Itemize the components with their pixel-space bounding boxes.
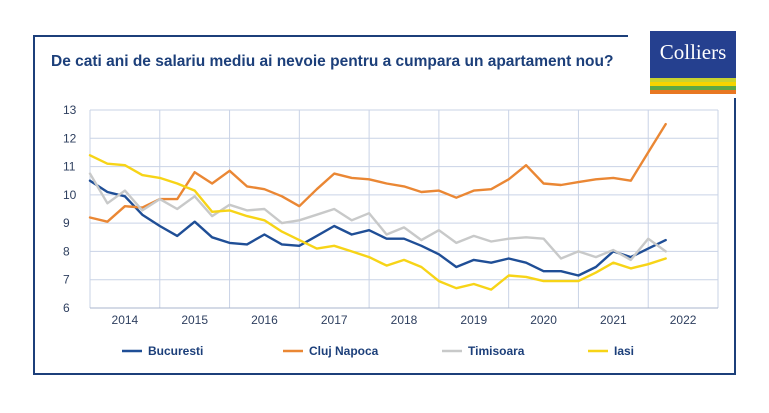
logo-stripe: [650, 90, 736, 94]
card-border-left: [33, 35, 35, 375]
logo-stripes: [650, 78, 736, 94]
x-tick-label: 2019: [460, 313, 487, 327]
x-tick-label: 2018: [391, 313, 418, 327]
card-border-right: [734, 98, 736, 375]
x-tick-label: 2014: [112, 313, 139, 327]
legend-label: Iasi: [614, 344, 634, 358]
colliers-logo: Colliers: [650, 31, 736, 83]
series-line-iasi: [88, 154, 667, 291]
x-tick-label: 2021: [600, 313, 627, 327]
y-tick-label: 9: [63, 216, 70, 230]
logo-stripe: [650, 82, 736, 86]
y-tick-label: 13: [63, 103, 77, 117]
y-tick-label: 7: [63, 273, 70, 287]
logo-stripe: [650, 78, 736, 82]
x-tick-label: 2022: [670, 313, 697, 327]
y-tick-label: 8: [63, 244, 70, 258]
chart-title: De cati ani de salariu mediu ai nevoie p…: [51, 53, 614, 70]
x-tick-label: 2016: [251, 313, 278, 327]
y-tick-label: 12: [63, 131, 77, 145]
series-line-timisoara: [88, 172, 667, 262]
y-tick-label: 6: [63, 301, 70, 315]
logo-stripe: [650, 86, 736, 90]
series-line-bucuresti: [88, 179, 667, 277]
card-border-bottom: [33, 373, 736, 375]
legend-label: Bucuresti: [148, 344, 203, 358]
x-tick-label: 2015: [181, 313, 208, 327]
legend-label: Timisoara: [468, 344, 525, 358]
x-tick-label: 2017: [321, 313, 348, 327]
legend-label: Cluj Napoca: [309, 344, 379, 358]
series-line-cluj-napoca: [88, 122, 667, 223]
card-border-top: [33, 35, 628, 37]
logo-text: Colliers: [659, 40, 727, 64]
y-tick-label: 11: [63, 160, 76, 174]
x-tick-label: 2020: [530, 313, 557, 327]
y-tick-label: 10: [63, 188, 77, 202]
